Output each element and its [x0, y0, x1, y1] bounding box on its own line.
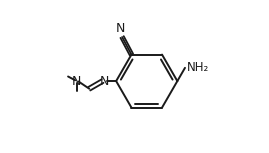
Text: N: N: [100, 75, 109, 88]
Text: N: N: [116, 22, 125, 35]
Text: N: N: [72, 75, 82, 88]
Text: NH₂: NH₂: [186, 61, 209, 74]
